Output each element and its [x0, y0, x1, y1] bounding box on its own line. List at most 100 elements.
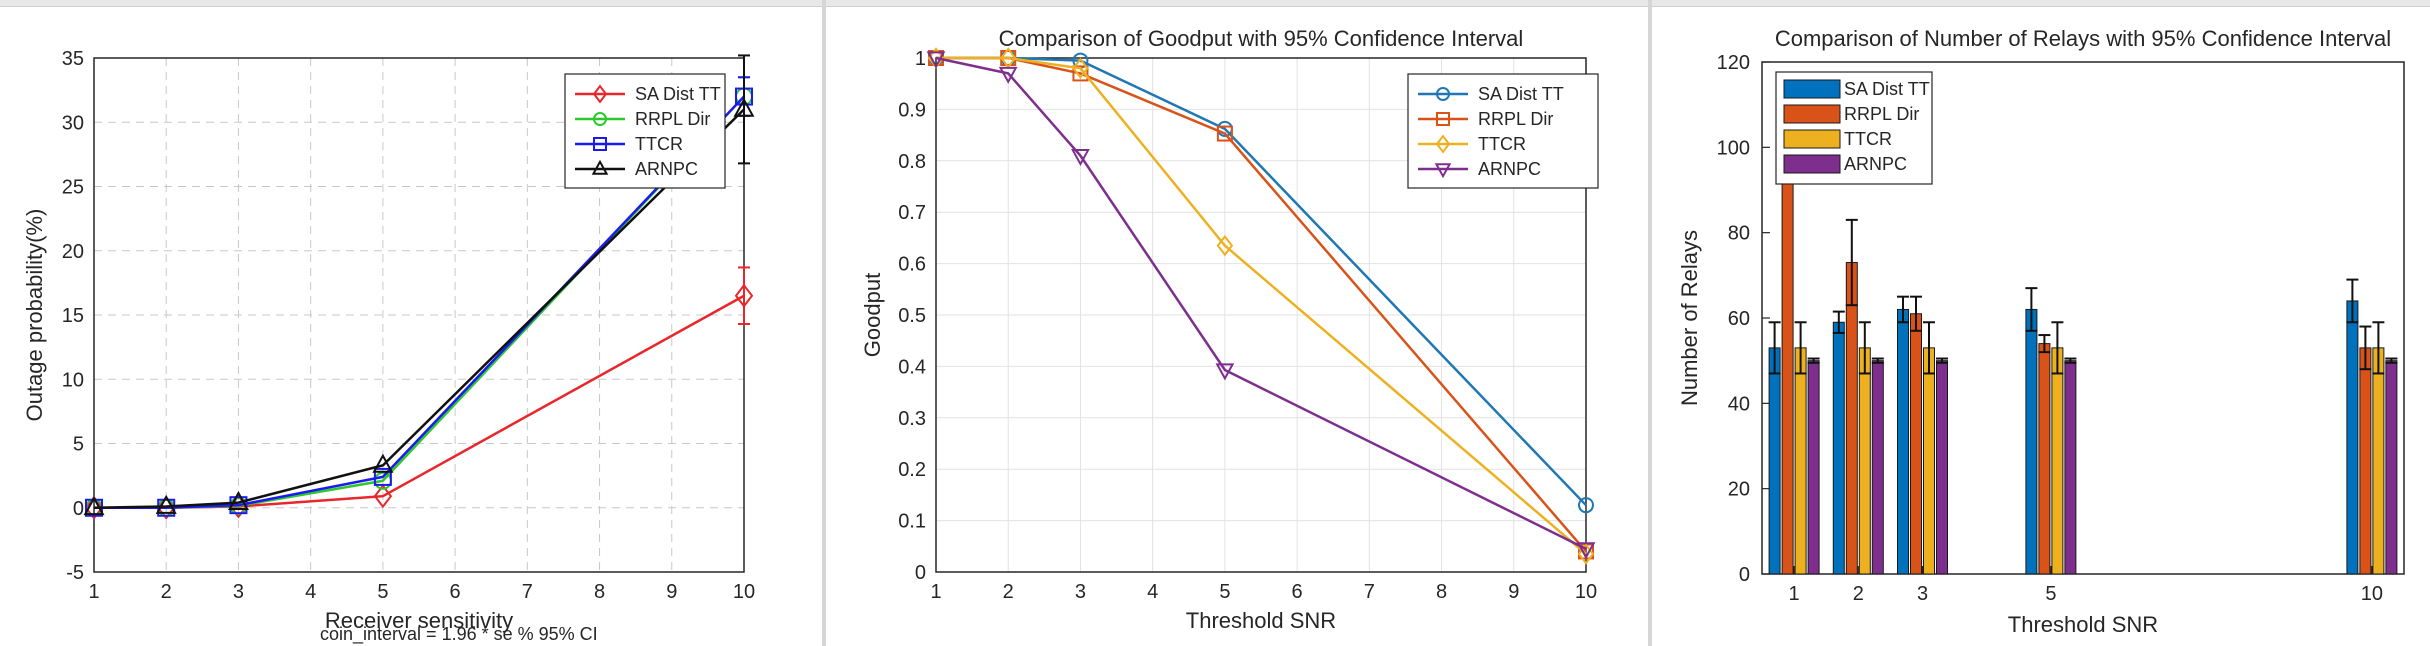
y-tick-label: 15: [62, 305, 84, 327]
x-tick-label: 3: [1075, 581, 1086, 603]
y-tick-label: 30: [62, 112, 84, 134]
figure-window-goodput: Comparison of Goodput with 95% Confidenc…: [826, 0, 1648, 646]
x-tick-label: 1: [930, 581, 941, 603]
x-tick-label: 10: [1575, 581, 1597, 603]
y-axis-label: Number of Relays: [1677, 230, 1702, 406]
x-tick-label: 6: [450, 581, 461, 603]
x-tick-label: 1: [88, 581, 99, 603]
y-tick-label: 0.1: [898, 511, 926, 533]
y-tick-label: 10: [62, 369, 84, 391]
legend-label: RRPL Dir: [635, 109, 710, 129]
bar: [1858, 347, 1871, 575]
data-point: [734, 283, 754, 308]
legend-label: RRPL Dir: [1478, 109, 1553, 129]
x-axis-label: Threshold SNR: [2008, 612, 2158, 637]
y-tick-label: 5: [73, 434, 84, 456]
x-tick-label: 3: [233, 581, 244, 603]
y-tick-label: 0: [1739, 564, 1750, 586]
x-tick-label: 10: [733, 581, 755, 603]
legend-marker: [1434, 163, 1452, 179]
y-tick-label: 60: [1728, 308, 1750, 330]
bar: [1845, 262, 1858, 575]
y-axis-label: Goodput: [860, 273, 885, 357]
goodput-chart: Comparison of Goodput with 95% Confidenc…: [860, 26, 1599, 633]
x-tick-label: 10: [2361, 583, 2383, 605]
data-point: [1216, 125, 1233, 142]
x-tick-label: 2: [161, 581, 172, 603]
legend-label: TTCR: [635, 134, 683, 154]
y-tick-label: 20: [1728, 479, 1750, 501]
data-point: [156, 495, 176, 520]
legend-swatch: [1783, 79, 1841, 99]
legend-marker: [591, 159, 609, 175]
legend-marker: [1435, 134, 1451, 154]
series-line: [935, 56, 1587, 550]
legend-marker: [592, 84, 608, 104]
data-point: [1071, 149, 1090, 167]
x-tick-label: 8: [1436, 581, 1447, 603]
legend-label: RRPL Dir: [1844, 104, 1919, 124]
x-tick-label: 1: [1789, 583, 1800, 605]
x-tick-label: 9: [666, 581, 677, 603]
data-point: [229, 496, 248, 515]
x-tick-label: 9: [1508, 581, 1519, 603]
bar: [1794, 347, 1807, 575]
data-point: [155, 494, 177, 514]
plot-frame: [935, 57, 1587, 573]
data-point: [1072, 57, 1089, 80]
bar: [1923, 347, 1935, 575]
figure-window-relays: Comparison of Number of Relays with 95% …: [1652, 0, 2430, 646]
y-tick-label: 0.2: [898, 459, 926, 481]
legend-label: ARNPC: [635, 159, 698, 179]
data-point: [373, 467, 392, 486]
data-point: [372, 453, 394, 473]
x-tick-label: 7: [1364, 581, 1375, 603]
data-point: [998, 66, 1018, 84]
legend-marker: [593, 112, 607, 126]
x-tick-label: 5: [2045, 583, 2056, 605]
y-tick-label: 0.4: [898, 356, 926, 378]
toolbar-strip: [826, 0, 1648, 7]
data-point: [1215, 363, 1235, 381]
x-tick-label: 5: [1219, 581, 1230, 603]
bar: [2372, 347, 2385, 575]
y-tick-label: -5: [66, 562, 84, 584]
y-tick-label: 0.9: [898, 99, 926, 121]
legend-marker: [1436, 87, 1450, 101]
y-tick-label: 120: [1717, 52, 1750, 74]
data-point: [83, 496, 105, 516]
y-tick-label: 1: [915, 48, 926, 70]
window-divider[interactable]: [822, 0, 826, 646]
x-tick-label: 4: [1147, 581, 1158, 603]
y-tick-label: 0: [73, 498, 84, 520]
y-tick-label: 100: [1717, 137, 1750, 159]
y-tick-label: 0.3: [898, 408, 926, 430]
data-point: [733, 97, 755, 117]
series-line: [93, 108, 745, 509]
data-point: [1578, 497, 1594, 514]
data-point: [1576, 542, 1596, 560]
x-tick-label: 2: [1003, 581, 1014, 603]
y-tick-label: 0.8: [898, 151, 926, 173]
y-tick-label: 0.5: [898, 305, 926, 327]
series-line: [936, 56, 1587, 555]
toolbar-strip: [1652, 0, 2430, 7]
x-axis-label: Receiver sensitivity: [325, 608, 513, 633]
legend-label: ARNPC: [1844, 154, 1907, 174]
bar: [1936, 360, 1948, 575]
bar: [2051, 347, 2064, 575]
legend-label: ARNPC: [1478, 159, 1541, 179]
bar: [2359, 347, 2372, 575]
data-point: [84, 495, 104, 520]
y-tick-label: 80: [1728, 223, 1750, 245]
data-point: [227, 490, 249, 511]
y-tick-label: 35: [62, 48, 84, 70]
data-point: [1216, 234, 1234, 257]
bar: [1781, 125, 1794, 575]
x-tick-label: 3: [1917, 583, 1928, 605]
bar: [1807, 360, 1820, 575]
legend-swatch: [1783, 104, 1841, 124]
outage-chart: 1 2 3 4 5 6 7 8 9 10 -5 0 5 10 15 20 25 30 35 Receiver sens…: [22, 48, 755, 645]
window-divider[interactable]: [1648, 0, 1652, 646]
bar: [1910, 313, 1922, 575]
